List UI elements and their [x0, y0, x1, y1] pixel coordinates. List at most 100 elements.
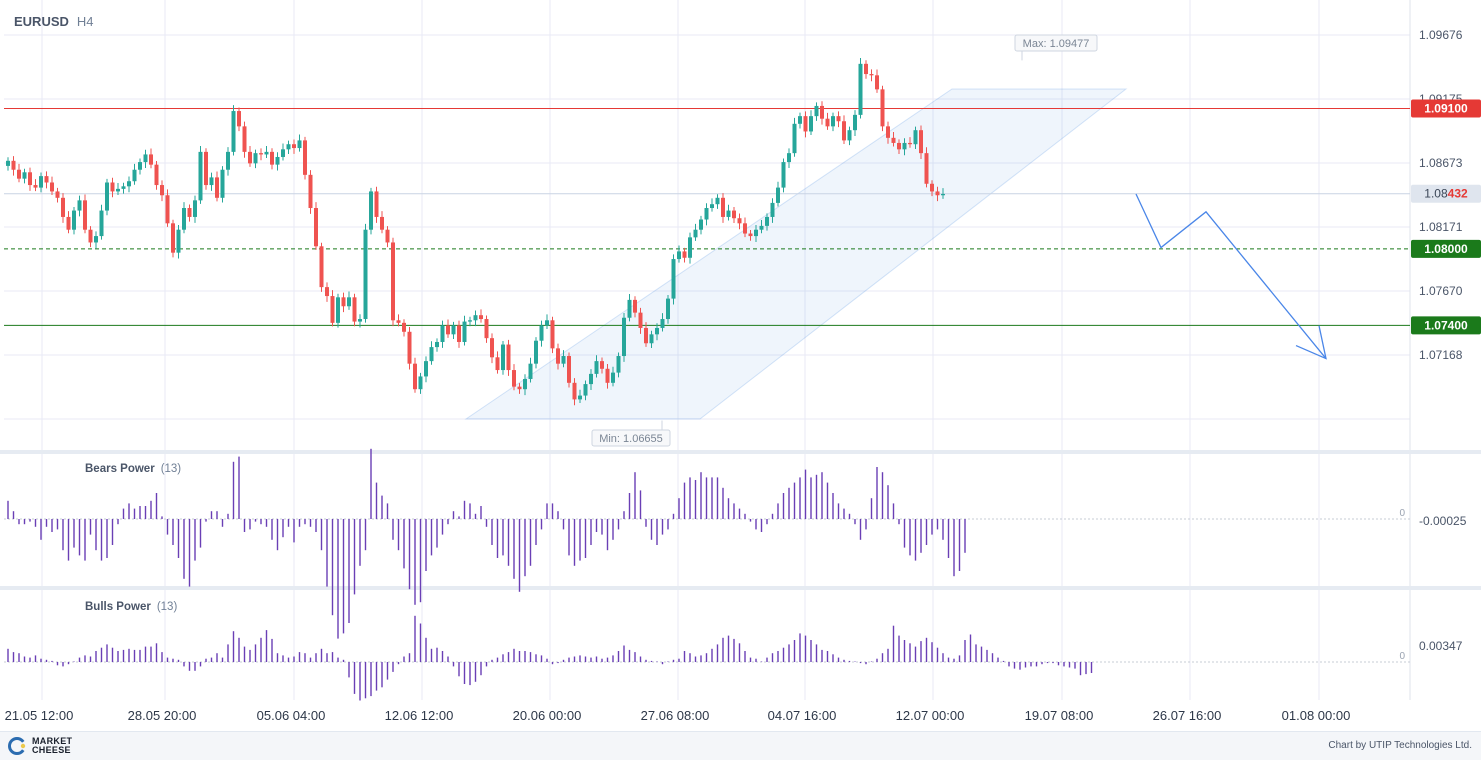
timeframe-label: H4	[76, 14, 94, 29]
bulls-power-name: Bulls Power	[85, 601, 151, 613]
bears-power-bar	[810, 477, 812, 519]
bears-power-bar	[738, 508, 741, 519]
bears-power-bar	[414, 519, 416, 605]
bulls-power-bar	[793, 640, 796, 662]
candle-bear	[237, 111, 241, 127]
candle-bull	[759, 225, 764, 230]
bears-power-bar	[375, 482, 378, 519]
candle-bull	[358, 319, 362, 322]
bears-power-bar	[474, 513, 477, 519]
bears-power-bar	[337, 519, 339, 639]
bulls-power-bar	[1079, 662, 1082, 676]
bulls-power-bar	[931, 642, 933, 662]
x-tick-label: 05.06 04:00	[257, 708, 326, 723]
bears-power-bar	[854, 519, 856, 525]
bulls-power-bar	[991, 653, 994, 662]
bears-power-bar	[711, 477, 713, 519]
bulls-power-bar	[1024, 662, 1027, 668]
candle-bull	[583, 384, 588, 396]
bears-power-bar	[837, 503, 840, 519]
bulls-power-bar	[73, 661, 75, 662]
candle-bull	[660, 319, 665, 328]
x-tick-label: 01.08 00:00	[1282, 708, 1351, 723]
bulls-power-bar	[326, 653, 328, 662]
bears-power-bar	[689, 477, 691, 519]
bears-power-bar	[606, 519, 609, 551]
bears-power-bar	[29, 519, 31, 522]
bears-power-bar	[667, 519, 669, 530]
candle-bull	[72, 210, 76, 230]
bulls-power-bar	[117, 651, 119, 662]
bears-power-bar	[865, 519, 867, 530]
candle-bull	[671, 259, 676, 299]
candle-bear	[325, 287, 329, 297]
min-label: Min: 1.06655	[599, 433, 663, 445]
bulls-power-bar	[524, 651, 526, 662]
bulls-power-bar	[920, 641, 922, 662]
bulls-power-bar	[870, 661, 873, 662]
candle-bull	[105, 182, 109, 211]
bulls-power-bar	[634, 652, 636, 662]
candle-bull	[132, 169, 137, 182]
y-tick-label: 1.07670	[1419, 284, 1463, 298]
candle-bull	[121, 186, 126, 189]
candle-bull	[699, 219, 703, 230]
bulls-power-bar	[507, 652, 510, 662]
bears-power-bar	[128, 503, 130, 519]
bears-power-bar	[100, 519, 103, 561]
bears-power-bar	[106, 519, 108, 558]
bulls-power-bar	[909, 643, 911, 662]
bulls-power-bar	[29, 657, 31, 662]
bears-power-bar	[45, 519, 48, 527]
bears-power-bar	[458, 516, 460, 519]
bulls-power-bar	[694, 656, 697, 662]
bulls-power-bar	[667, 661, 669, 662]
candle-bull	[715, 197, 720, 205]
bulls-power-bar	[1041, 662, 1043, 665]
bulls-power-bar	[260, 637, 262, 662]
bears-power-bar	[249, 519, 251, 530]
bears-power-bar	[634, 472, 636, 519]
candle-bear	[171, 223, 175, 253]
bears-power-bar	[309, 519, 312, 527]
candle-bull	[693, 229, 698, 238]
bulls-power-bar	[1002, 660, 1005, 662]
bulls-power-bar	[821, 649, 823, 662]
bears-power-bar	[238, 456, 240, 519]
bears-power-name: Bears Power	[85, 463, 155, 475]
candle-bull	[198, 151, 203, 201]
candle-bear	[572, 382, 577, 400]
bulls-power-bar	[953, 658, 955, 662]
candle-bear	[891, 137, 896, 143]
candle-bull	[138, 162, 142, 170]
bulls-power-bar	[177, 659, 180, 662]
candle-bull	[809, 116, 813, 132]
brand-logo[interactable]: MARKET CHEESE	[8, 737, 72, 755]
candle-bear	[83, 200, 87, 230]
bulls-power-bar	[430, 648, 433, 662]
bears-power-bar	[51, 519, 53, 532]
bulls-power-bar	[205, 658, 207, 662]
bears-power-bar	[546, 503, 548, 519]
candle-bull	[561, 356, 566, 364]
bulls-power-bar	[1013, 662, 1016, 669]
bulls-power-bar	[293, 656, 295, 662]
bulls-power-axis-label: 0.00347	[1419, 639, 1463, 653]
bears-power-bar	[430, 519, 433, 556]
candle-bull	[792, 123, 797, 154]
candle-bear	[924, 153, 929, 184]
bulls-power-bar	[540, 655, 543, 662]
bears-power-bar	[700, 472, 702, 519]
bulls-power-bar	[568, 657, 570, 662]
candle-bull	[209, 177, 214, 186]
candle-bear	[204, 151, 208, 186]
candle-bull	[622, 317, 626, 357]
bulls-power-bar	[128, 648, 130, 662]
bears-power-bar	[650, 519, 653, 540]
candle-bull	[528, 363, 533, 379]
candle-bear	[897, 142, 901, 150]
bears-power-bar	[755, 519, 757, 530]
bulls-power-bar	[557, 662, 559, 664]
